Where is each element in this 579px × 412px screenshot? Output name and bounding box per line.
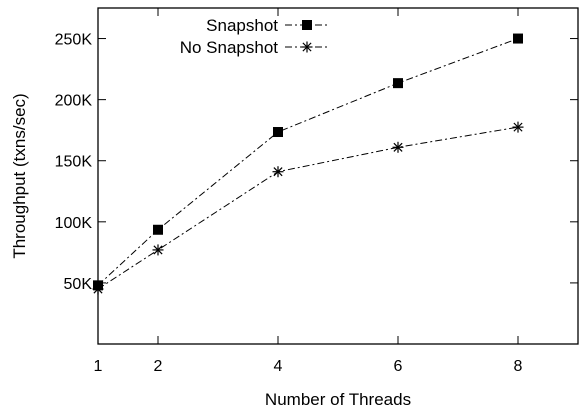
y-tick-label: 50K (64, 276, 93, 293)
x-tick-label: 1 (94, 358, 103, 375)
data-point-no-snapshot (392, 141, 404, 153)
data-point-no-snapshot (272, 166, 284, 178)
legend: Snapshot No Snapshot (180, 16, 328, 57)
data-point-snapshot (513, 33, 523, 44)
legend-label-snapshot: Snapshot (206, 16, 278, 35)
y-tick-label: 200K (55, 93, 93, 110)
legend-label-no-snapshot: No Snapshot (180, 38, 279, 57)
series-lines (97, 38, 519, 290)
data-point-snapshot (153, 224, 163, 235)
x-axis-label: Number of Threads (265, 390, 411, 409)
series-markers (92, 33, 524, 295)
data-point-snapshot (393, 78, 403, 89)
legend-marker-no-snapshot (301, 41, 313, 53)
data-point-no-snapshot (512, 121, 524, 133)
plot-frame (97, 7, 579, 345)
y-axis-label: Throughput (txns/sec) (10, 93, 29, 258)
x-tick-label: 4 (274, 358, 283, 375)
y-tick-label: 250K (55, 32, 93, 49)
series-line-no-snapshot (97, 126, 519, 290)
axis-ticks: 1 2 4 6 8 50K 100K 150K 200K 250K (55, 8, 578, 375)
legend-marker-snapshot (302, 20, 312, 30)
x-tick-label: 2 (154, 358, 163, 375)
y-tick-label: 100K (55, 215, 93, 232)
x-tick-label: 8 (514, 358, 523, 375)
data-point-no-snapshot (152, 244, 164, 256)
data-point-snapshot (273, 127, 283, 138)
series-line-snapshot (97, 38, 519, 286)
x-tick-label: 6 (394, 358, 403, 375)
y-tick-label: 150K (55, 154, 93, 171)
